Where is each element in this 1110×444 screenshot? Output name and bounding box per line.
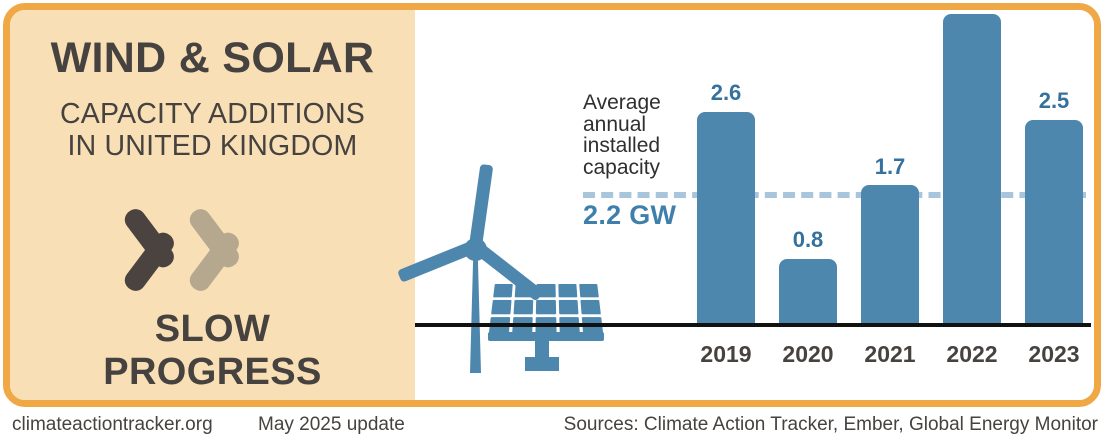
bar-2020 xyxy=(779,259,837,324)
turbine-hub xyxy=(464,238,487,261)
infographic-card: WIND & SOLAR CAPACITY ADDITIONS IN UNITE… xyxy=(3,3,1101,407)
bar-value-label-2020: 0.8 xyxy=(792,227,824,252)
footer-website[interactable]: climateactiontracker.org xyxy=(12,414,213,435)
footer-sources: Sources: Climate Action Tracker, Ember, … xyxy=(563,414,1098,435)
solar-panel-stem xyxy=(535,341,549,359)
average-note-line-3: installed xyxy=(583,134,661,158)
chevron-group xyxy=(10,196,415,304)
chevron-right-light-icon xyxy=(185,198,274,302)
bar-value-label-2023: 2.5 xyxy=(1038,88,1070,113)
slogan-line-2: PROGRESS xyxy=(103,350,322,393)
average-capacity-note: Average annual installed capacity xyxy=(583,92,703,179)
bar-plot: 2.6 2019 0.8 2020 1.7 2021 3.8 2022 2.5 … xyxy=(415,10,1094,400)
x-tick-2021: 2021 xyxy=(864,341,916,367)
average-reference-line xyxy=(583,192,1086,198)
bar-2023 xyxy=(1025,120,1083,324)
average-note-line-1: Average xyxy=(583,91,661,114)
bar-value-label-2019: 2.6 xyxy=(710,80,742,105)
average-capacity-value: 2.2 GW xyxy=(583,200,677,230)
subtitle-line-2: IN UNITED KINGDOM xyxy=(67,130,358,163)
subtitle-line-1: CAPACITY ADDITIONS xyxy=(59,98,366,130)
x-tick-2019: 2019 xyxy=(700,341,752,367)
solar-panel-frame xyxy=(488,332,604,341)
average-note-line-4: capacity xyxy=(583,155,661,179)
bar-2019 xyxy=(697,112,755,324)
turbine-mast xyxy=(470,252,481,373)
slogan-line-1: SLOW xyxy=(154,308,271,350)
chart-panel: Average annual installed capacity 2.2 GW… xyxy=(397,10,1094,400)
bar-2022 xyxy=(943,14,1001,324)
x-tick-2022: 2022 xyxy=(946,341,998,367)
footer: climateactiontracker.org May 2025 update… xyxy=(0,408,1110,444)
footer-update-date: May 2025 update xyxy=(258,414,405,435)
bar-2021 xyxy=(861,185,919,324)
page-subtitle: CAPACITY ADDITIONS IN UNITED KINGDOM xyxy=(10,98,415,163)
x-tick-2023: 2023 xyxy=(1028,341,1080,367)
bar-value-label-2021: 1.7 xyxy=(874,154,906,179)
bar-value-label-2022: 3.8 xyxy=(943,3,1001,9)
average-note-line-2: annual xyxy=(583,112,647,136)
page-title: WIND & SOLAR xyxy=(50,34,375,82)
solar-panel-foot xyxy=(525,357,559,371)
x-axis-line xyxy=(415,323,1091,327)
slogan: SLOW PROGRESS xyxy=(10,308,415,393)
x-tick-2020: 2020 xyxy=(782,341,834,367)
wind-turbine-solar-icon xyxy=(397,160,610,375)
left-title-panel: WIND & SOLAR CAPACITY ADDITIONS IN UNITE… xyxy=(10,10,415,400)
